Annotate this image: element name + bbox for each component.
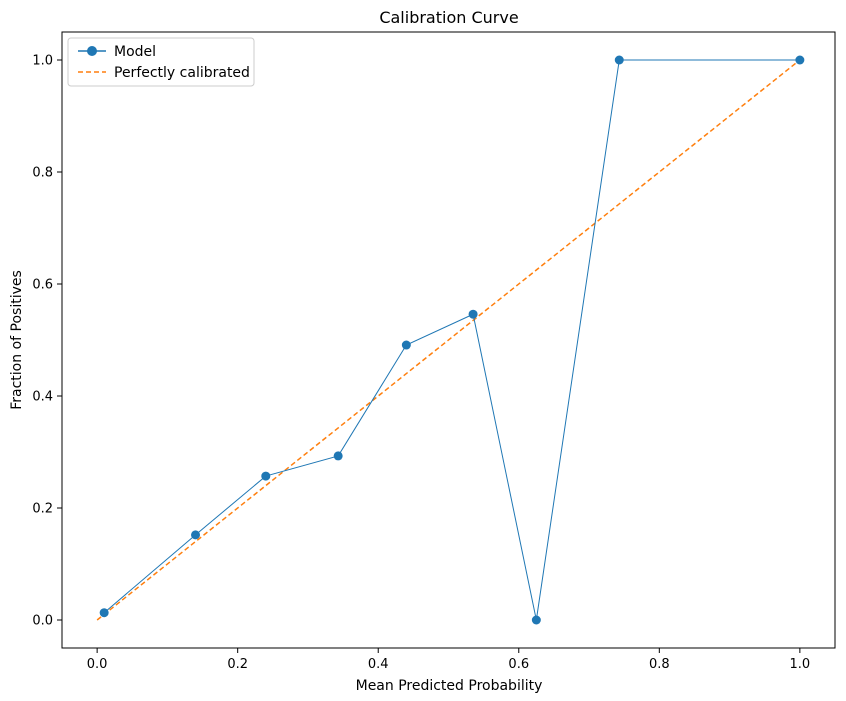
legend-model-marker xyxy=(87,46,97,56)
x-tick-label: 0.4 xyxy=(368,657,389,672)
y-tick-label: 0.6 xyxy=(32,278,53,293)
model-point xyxy=(614,55,624,65)
model-point xyxy=(333,451,343,461)
model-point xyxy=(261,471,271,481)
legend: Model Perfectly calibrated xyxy=(67,37,255,87)
model-point xyxy=(401,340,411,350)
y-axis-label: Fraction of Positives xyxy=(9,270,25,410)
legend-box xyxy=(67,37,255,87)
x-tick-label: 0.0 xyxy=(87,657,108,672)
model-point xyxy=(191,530,201,540)
plot-area-frame xyxy=(61,31,836,649)
x-tick-label: 0.6 xyxy=(508,657,529,672)
legend-model-label: Model xyxy=(114,44,156,60)
y-tick-label: 0.8 xyxy=(32,166,53,181)
y-tick-label: 0.2 xyxy=(32,502,53,517)
x-tick-label: 1.0 xyxy=(790,657,811,672)
model-point xyxy=(468,309,478,319)
y-axis-ticks: 0.0 0.2 0.4 0.6 0.8 1.0 xyxy=(32,54,62,629)
chart-title: Calibration Curve xyxy=(379,8,518,27)
model-point xyxy=(99,608,109,618)
y-tick-label: 0.0 xyxy=(32,614,53,629)
y-tick-label: 1.0 xyxy=(32,54,53,69)
x-tick-label: 0.2 xyxy=(227,657,248,672)
y-tick-label: 0.4 xyxy=(32,390,53,405)
x-tick-label: 0.8 xyxy=(649,657,670,672)
x-axis-label: Mean Predicted Probability xyxy=(356,678,543,694)
model-point xyxy=(531,615,541,625)
perfectly-calibrated-line xyxy=(96,59,801,621)
legend-calibrated-label: Perfectly calibrated xyxy=(114,65,250,81)
x-axis-ticks: 0.0 0.2 0.4 0.6 0.8 1.0 xyxy=(87,648,810,672)
series-layer xyxy=(96,55,805,625)
model-point xyxy=(795,55,805,65)
